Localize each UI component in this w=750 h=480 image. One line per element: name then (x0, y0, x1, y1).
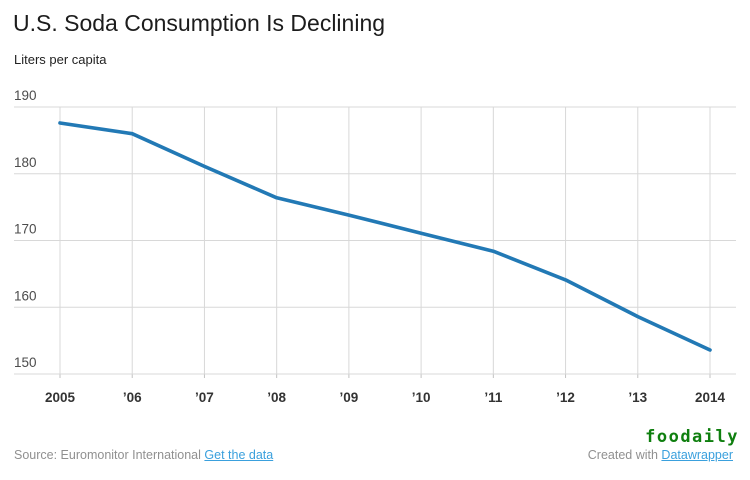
x-axis-label: ’10 (412, 390, 431, 405)
datawrapper-link[interactable]: Datawrapper (661, 448, 733, 462)
x-axis-label: 2005 (45, 390, 76, 405)
x-axis-label: ’06 (123, 390, 142, 405)
x-axis-label: ’09 (339, 390, 358, 405)
page-title: U.S. Soda Consumption Is Declining (13, 10, 386, 36)
created-with-label: Created with (587, 448, 658, 462)
y-axis-label: 160 (14, 288, 37, 303)
x-axis-label: ’08 (267, 390, 286, 405)
y-axis-label: 150 (14, 355, 37, 370)
y-axis-label: 190 (14, 88, 37, 103)
consumption-line (58, 121, 712, 352)
y-axis-label: 170 (14, 222, 37, 237)
x-axis-label: ’13 (628, 390, 647, 405)
foodaily-watermark: foodaily (645, 427, 739, 447)
y-axis-label: 180 (14, 155, 37, 170)
x-axis-label: 2014 (695, 390, 726, 405)
footer-attribution: Created with Datawrapper (588, 448, 733, 462)
x-axis-label: ’12 (556, 390, 575, 405)
get-the-data-link[interactable]: Get the data (204, 448, 274, 462)
x-axis-label: ’11 (484, 390, 503, 405)
chart-subtitle: Liters per capita (14, 52, 107, 67)
footer-source: Source: Euromonitor International Get th… (14, 448, 273, 462)
source-label: Source: Euromonitor International (14, 448, 201, 462)
x-axis-label: ’07 (195, 390, 214, 405)
